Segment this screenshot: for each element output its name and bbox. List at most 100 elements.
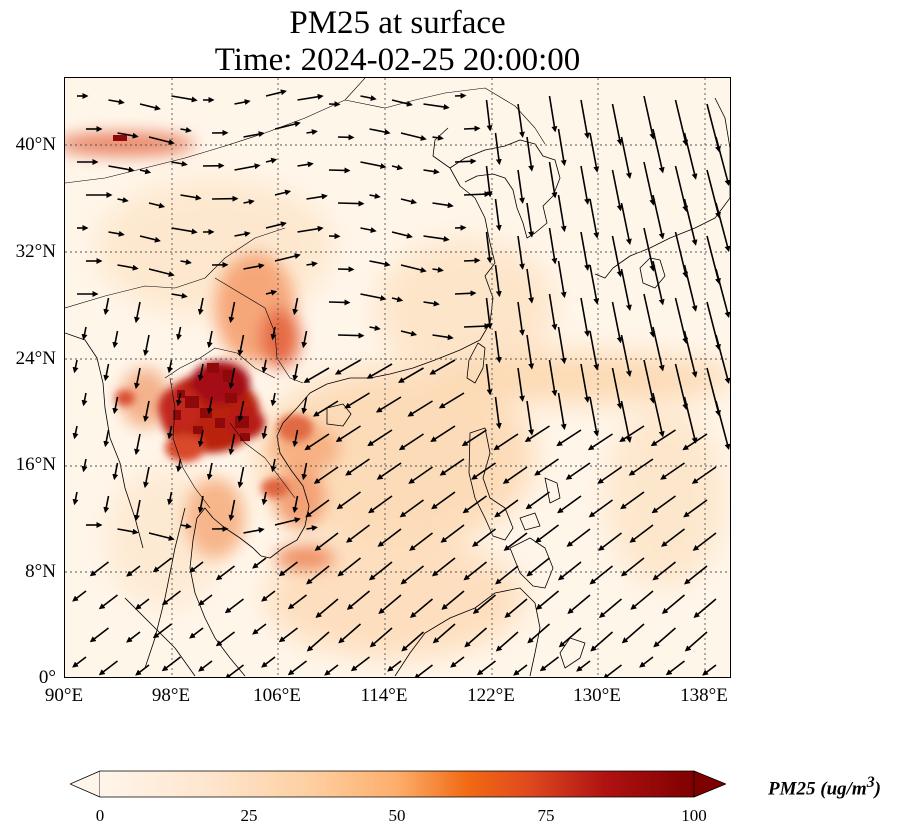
- x-tick-138e: 138°E: [680, 685, 728, 706]
- wind-arrow: [314, 532, 339, 551]
- wind-arrow: [368, 495, 393, 514]
- wind-arrow: [439, 458, 465, 476]
- wind-arrow: [651, 495, 676, 514]
- wind-arrow: [171, 292, 188, 299]
- wind-arrow: [674, 99, 689, 147]
- wind-arrow: [167, 425, 173, 440]
- wind-arrow: [176, 326, 182, 341]
- wind-arrow: [369, 260, 391, 267]
- wind-arrow: [589, 198, 600, 239]
- wind-arrow: [526, 400, 535, 436]
- wind-arrow: [611, 103, 623, 146]
- wind-arrow: [243, 199, 255, 205]
- wind-arrow: [313, 466, 339, 484]
- wind-arrow: [315, 598, 339, 618]
- wind-arrow: [265, 221, 287, 229]
- wind-arrow: [306, 525, 318, 532]
- wind-arrow: [274, 189, 292, 196]
- wind-arrow: [517, 301, 525, 336]
- wind-arrow: [134, 499, 141, 522]
- wind-arrow: [409, 532, 433, 551]
- wind-arrow: [143, 334, 150, 357]
- wind-arrow: [337, 557, 361, 577]
- wind-arrow: [548, 293, 558, 331]
- wind-arrow: [502, 466, 528, 484]
- wind-arrow: [180, 258, 192, 265]
- wind-arrow: [602, 664, 622, 677]
- wind-arrow: [652, 326, 665, 372]
- wind-arrow: [683, 132, 698, 180]
- map-canvas: [65, 78, 730, 677]
- y-tick-0: 0°: [38, 667, 56, 688]
- wind-arrow: [652, 260, 665, 306]
- wind-arrow: [431, 491, 456, 510]
- wind-arrow: [108, 98, 125, 105]
- map-timestamp: Time: 2024-02-25 20:00:00: [214, 42, 581, 78]
- wind-arrow: [189, 627, 204, 639]
- wind-arrow: [400, 198, 418, 205]
- wind-arrow: [462, 495, 487, 514]
- wind-arrow: [589, 132, 600, 173]
- wind-arrow: [345, 458, 370, 476]
- wind-arrow: [215, 631, 235, 647]
- wind-arrow: [148, 202, 166, 209]
- wind-arrow: [350, 656, 370, 672]
- wind-arrow: [378, 594, 402, 614]
- wind-arrow: [148, 268, 175, 277]
- wind-arrow: [337, 200, 365, 207]
- wind-arrow: [526, 202, 535, 238]
- wind-arrow: [143, 400, 150, 423]
- wind-arrow: [611, 235, 623, 278]
- wind-arrow: [597, 466, 622, 484]
- wind-arrow: [112, 396, 119, 415]
- wind-arrow: [620, 268, 632, 311]
- wind-arrow: [152, 623, 172, 639]
- wind-arrow: [270, 392, 277, 407]
- wind-arrow: [278, 627, 298, 643]
- wind-arrow: [463, 125, 481, 132]
- colorbar-tick-100: 100: [681, 806, 707, 825]
- wind-arrow: [471, 462, 496, 480]
- wind-arrow: [368, 561, 393, 581]
- wind-arrow: [504, 598, 528, 618]
- wind-arrow: [261, 656, 276, 668]
- wind-arrow: [376, 462, 402, 480]
- wind-arrow: [652, 194, 665, 240]
- pm25-map[interactable]: [64, 77, 731, 678]
- wind-arrow: [103, 297, 110, 316]
- wind-arrow: [72, 656, 87, 668]
- wind-arrow: [539, 656, 559, 672]
- wind-arrow: [407, 400, 433, 417]
- wind-arrow: [517, 367, 525, 402]
- y-tick-32n: 32°N: [15, 241, 56, 262]
- x-tick-122e: 122°E: [467, 685, 515, 706]
- wind-arrow: [548, 359, 558, 397]
- wind-arrow: [237, 466, 245, 489]
- wind-arrow: [526, 136, 535, 172]
- wind-arrow: [598, 532, 622, 551]
- wind-arrow: [493, 433, 519, 451]
- wind-arrow: [161, 656, 181, 672]
- wind-arrow: [576, 660, 591, 672]
- wind-arrow: [117, 528, 139, 535]
- wind-arrow: [580, 231, 590, 271]
- x-tick-106e: 106°E: [253, 685, 301, 706]
- wind-arrow: [621, 623, 645, 644]
- wind-arrow: [98, 594, 118, 610]
- wind-arrow: [237, 334, 245, 357]
- wind-arrow: [306, 565, 330, 585]
- wind-arrow: [228, 301, 236, 324]
- wind-arrow: [400, 330, 418, 337]
- x-tick-130e: 130°E: [573, 685, 621, 706]
- wind-arrow: [306, 193, 328, 200]
- wind-arrow: [423, 300, 440, 307]
- wind-arrow: [312, 400, 339, 417]
- wind-arrow: [691, 466, 717, 484]
- wind-arrow: [197, 363, 204, 382]
- wind-arrow: [243, 527, 265, 534]
- wind-arrow: [198, 660, 213, 672]
- wind-arrow: [171, 227, 198, 235]
- wind-arrow: [369, 325, 381, 331]
- wind-arrow: [683, 198, 698, 246]
- wind-arrow: [526, 268, 535, 304]
